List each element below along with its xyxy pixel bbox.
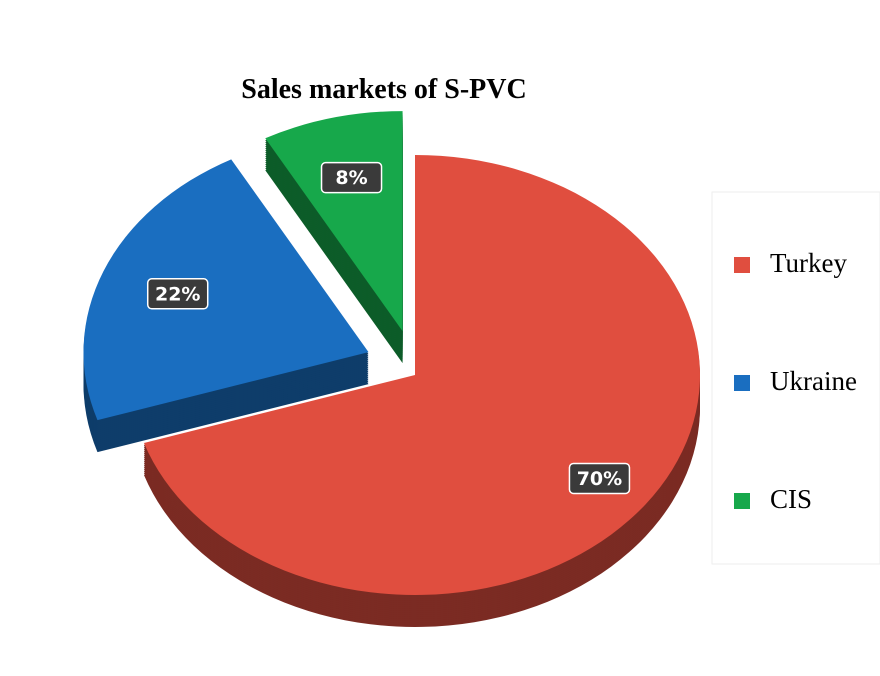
chart-title: Sales markets of S-PVC — [241, 74, 526, 105]
value-label-bg — [320, 161, 383, 194]
legend-swatch — [734, 257, 750, 273]
legend-label: Turkey — [770, 248, 848, 278]
legend-label: Ukraine — [770, 366, 857, 396]
legend: Turkey Ukraine CIS — [734, 248, 857, 514]
pie: 70% 22% 8% — [83, 111, 700, 627]
value-label: 22% — [155, 283, 200, 305]
slice — [143, 155, 700, 595]
value-label: 8% — [335, 167, 367, 189]
value-label-bg — [568, 462, 631, 495]
legend-label: CIS — [770, 484, 812, 514]
legend-swatch — [734, 375, 750, 391]
slice — [83, 159, 369, 421]
value-label: 70% — [577, 468, 622, 490]
value-label-bg — [146, 278, 209, 310]
legend-swatch — [734, 493, 750, 509]
